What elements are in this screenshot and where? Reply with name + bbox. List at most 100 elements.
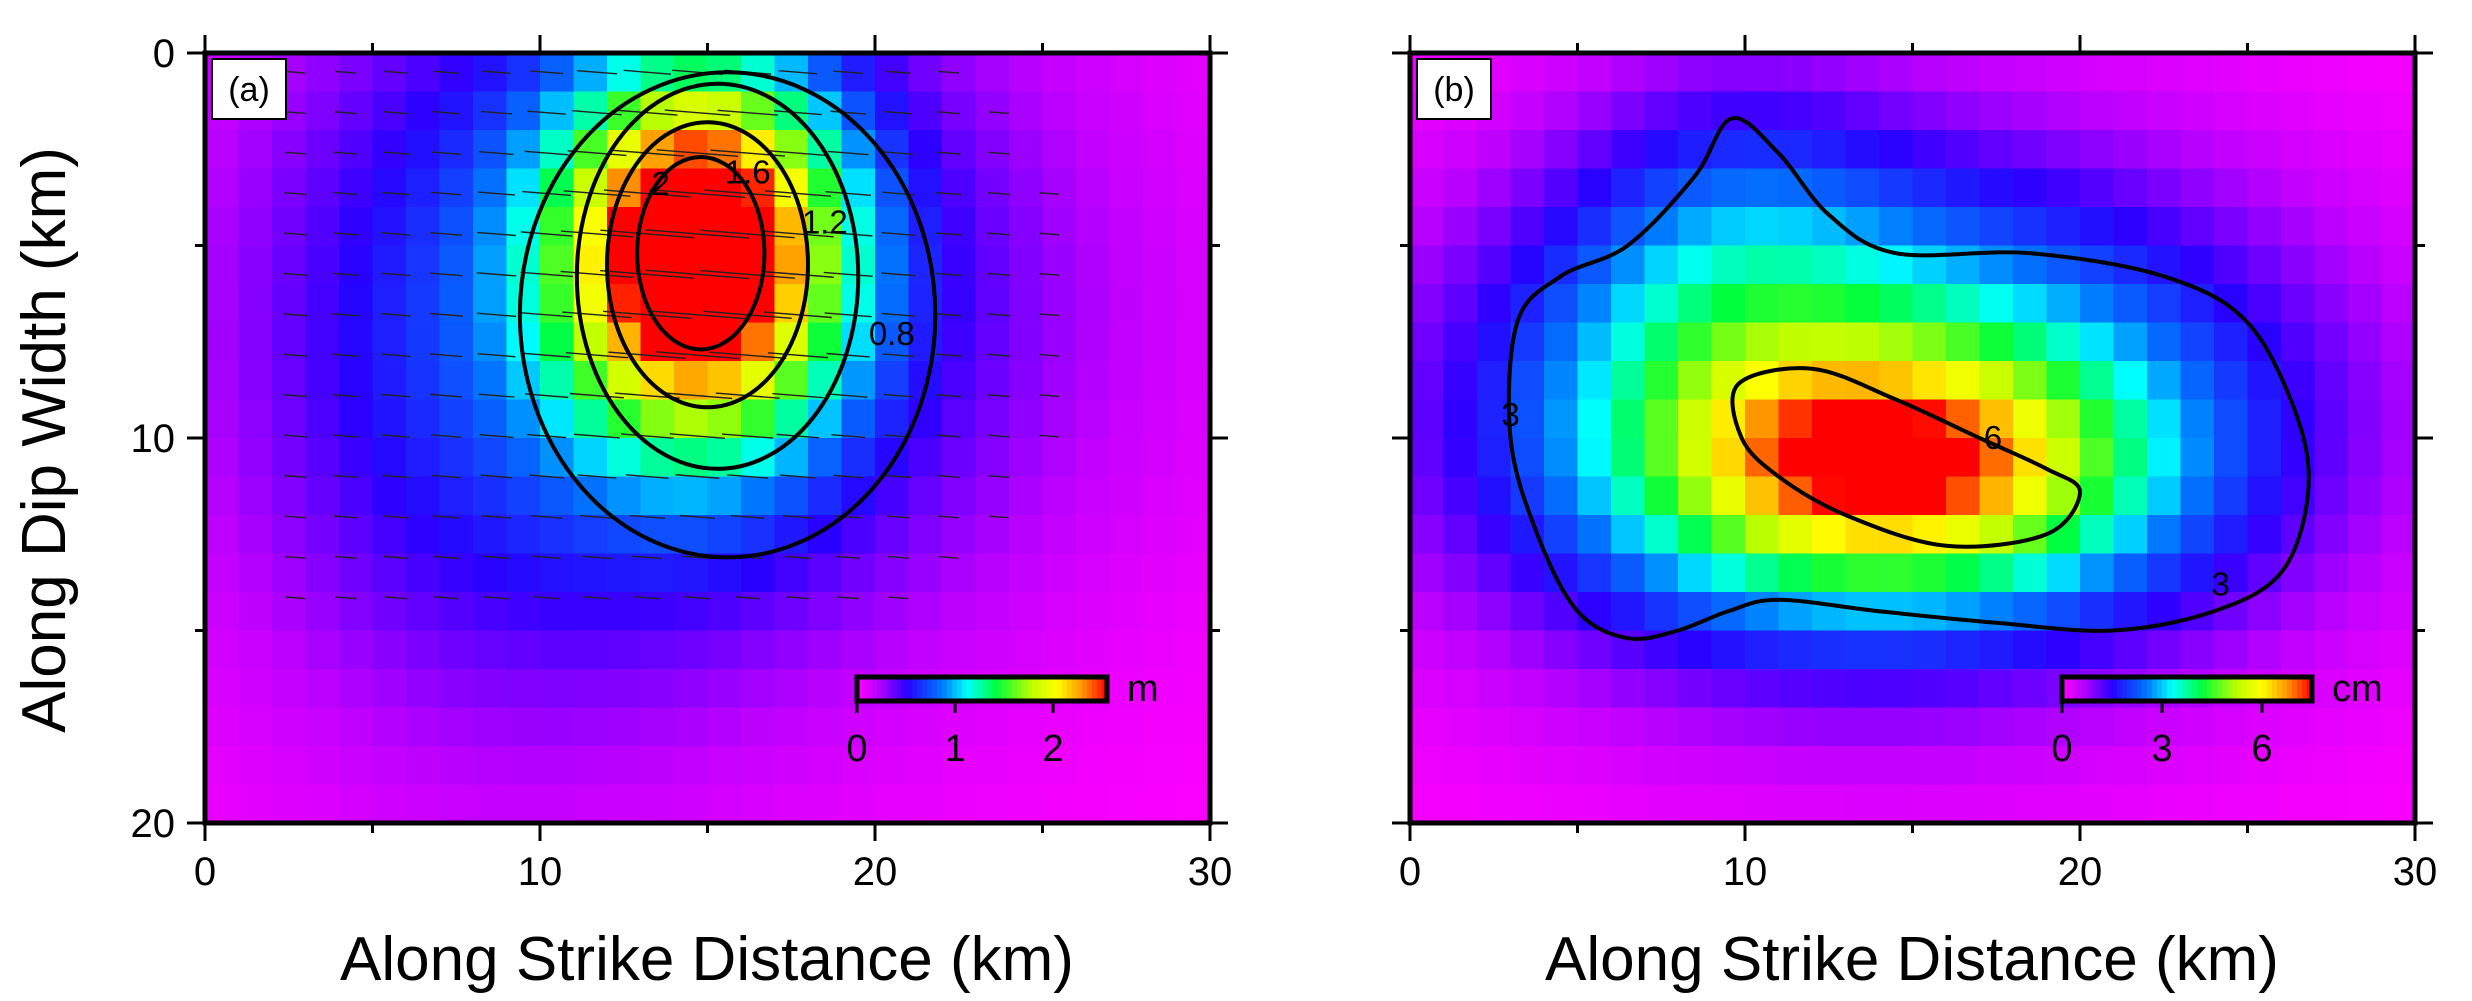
heatmap-cell xyxy=(1979,91,2014,131)
heatmap-cell xyxy=(1544,53,1579,93)
heatmap-cell xyxy=(2348,53,2383,93)
rake-arrow xyxy=(632,555,663,560)
rake-arrow xyxy=(381,434,410,438)
heatmap-cell xyxy=(1711,207,1746,247)
heatmap-cell xyxy=(2281,168,2316,208)
heatmap-cell xyxy=(808,784,843,824)
heatmap-cell xyxy=(741,669,776,709)
heatmap-cell xyxy=(2147,630,2182,670)
heatmap-cell xyxy=(942,553,977,593)
heatmap-cell xyxy=(2214,438,2249,478)
heatmap-cell xyxy=(1644,784,1679,824)
heatmap-cell xyxy=(1510,245,1545,285)
heatmap-cell xyxy=(942,630,977,670)
heatmap-cell xyxy=(406,53,441,93)
rake-arrow xyxy=(988,111,1009,115)
heatmap-cell xyxy=(2180,707,2215,747)
heatmap-cell xyxy=(1711,168,1746,208)
heatmap-cell xyxy=(2080,91,2115,131)
colorbar-segment xyxy=(1022,677,1028,701)
heatmap-cell xyxy=(1912,284,1947,324)
heatmap-cell xyxy=(439,245,474,285)
heatmap-cell xyxy=(1477,284,1512,324)
colorbar-segment xyxy=(2277,677,2283,701)
colorbar-segment xyxy=(902,677,908,701)
heatmap-cell xyxy=(674,746,709,786)
heatmap-cell xyxy=(2214,515,2249,555)
heatmap-cell xyxy=(2113,784,2148,824)
heatmap-cell xyxy=(406,553,441,593)
heatmap-cell xyxy=(1577,322,1612,362)
heatmap-cell xyxy=(1979,707,2014,747)
rake-arrow xyxy=(284,232,307,236)
heatmap-cell xyxy=(305,245,340,285)
heatmap-cell xyxy=(1009,784,1044,824)
heatmap-cell xyxy=(2013,53,2048,93)
heatmap-cell xyxy=(1845,399,1880,439)
heatmap-cell xyxy=(1042,53,1077,93)
heatmap-cell xyxy=(1577,130,1612,170)
heatmap-cell xyxy=(372,168,407,208)
rake-arrow xyxy=(333,434,359,438)
heatmap-cell xyxy=(272,553,307,593)
heatmap-cell xyxy=(1544,207,1579,247)
heatmap-cell xyxy=(1577,476,1612,516)
rake-arrow xyxy=(430,434,462,438)
heatmap-cell xyxy=(942,707,977,747)
slip-heatmap-b xyxy=(1410,53,2416,824)
heatmap-cell xyxy=(1577,284,1612,324)
heatmap-cell xyxy=(1544,130,1579,170)
heatmap-cell xyxy=(1410,784,1445,824)
colorbar-segment xyxy=(1052,677,1058,701)
heatmap-cell xyxy=(2214,784,2249,824)
contour-line xyxy=(574,81,861,471)
rake-arrow xyxy=(634,596,661,600)
heatmap-cell xyxy=(506,130,541,170)
heatmap-cell xyxy=(2281,592,2316,632)
heatmap-cell xyxy=(1946,438,1981,478)
colorbar-segment xyxy=(2087,677,2093,701)
heatmap-cell xyxy=(305,361,340,401)
heatmap-cell xyxy=(2046,53,2081,93)
heatmap-cell xyxy=(2180,168,2215,208)
heatmap-cell xyxy=(1477,746,1512,786)
heatmap-cell xyxy=(2214,322,2249,362)
heatmap-cell xyxy=(2314,322,2349,362)
heatmap-cell xyxy=(1410,284,1445,324)
heatmap-cell xyxy=(1577,399,1612,439)
panel-b: 6 3 3 0 10 20 30 (b) 0 3 6 cm Along Strike Dista… xyxy=(1392,35,2437,994)
heatmap-cell xyxy=(1912,207,1947,247)
heatmap-cell xyxy=(1143,746,1178,786)
heatmap-cell xyxy=(2046,707,2081,747)
contour-label: 6 xyxy=(1984,419,2002,456)
heatmap-cell xyxy=(2214,53,2249,93)
panel-tag-b: (b) xyxy=(1433,71,1475,109)
heatmap-cell xyxy=(1745,553,1780,593)
heatmap-cell xyxy=(2046,245,2081,285)
heatmap-cell xyxy=(1678,53,1713,93)
heatmap-cell xyxy=(1812,438,1847,478)
colorbar-segment xyxy=(2222,677,2228,701)
heatmap-cell xyxy=(372,746,407,786)
heatmap-cell xyxy=(1510,91,1545,131)
heatmap-cell xyxy=(1711,553,1746,593)
heatmap-cell xyxy=(607,707,642,747)
heatmap-cell xyxy=(540,476,575,516)
heatmap-cell xyxy=(674,515,709,555)
heatmap-cell xyxy=(1946,592,1981,632)
heatmap-cell xyxy=(1143,784,1178,824)
colorbar-segment xyxy=(2252,677,2258,701)
heatmap-cell xyxy=(2348,168,2383,208)
rake-arrow xyxy=(1039,272,1060,276)
heatmap-cell xyxy=(975,130,1010,170)
heatmap-cell xyxy=(1042,707,1077,747)
heatmap-cell xyxy=(2147,361,2182,401)
rake-arrow xyxy=(285,596,306,600)
colorbar-tick-label: 3 xyxy=(2151,728,2172,770)
rake-arrow xyxy=(717,109,778,116)
rake-arrow xyxy=(784,555,811,560)
heatmap-cell xyxy=(2180,438,2215,478)
heatmap-cell xyxy=(2147,322,2182,362)
heatmap-cell xyxy=(1544,784,1579,824)
heatmap-cell xyxy=(205,399,240,439)
